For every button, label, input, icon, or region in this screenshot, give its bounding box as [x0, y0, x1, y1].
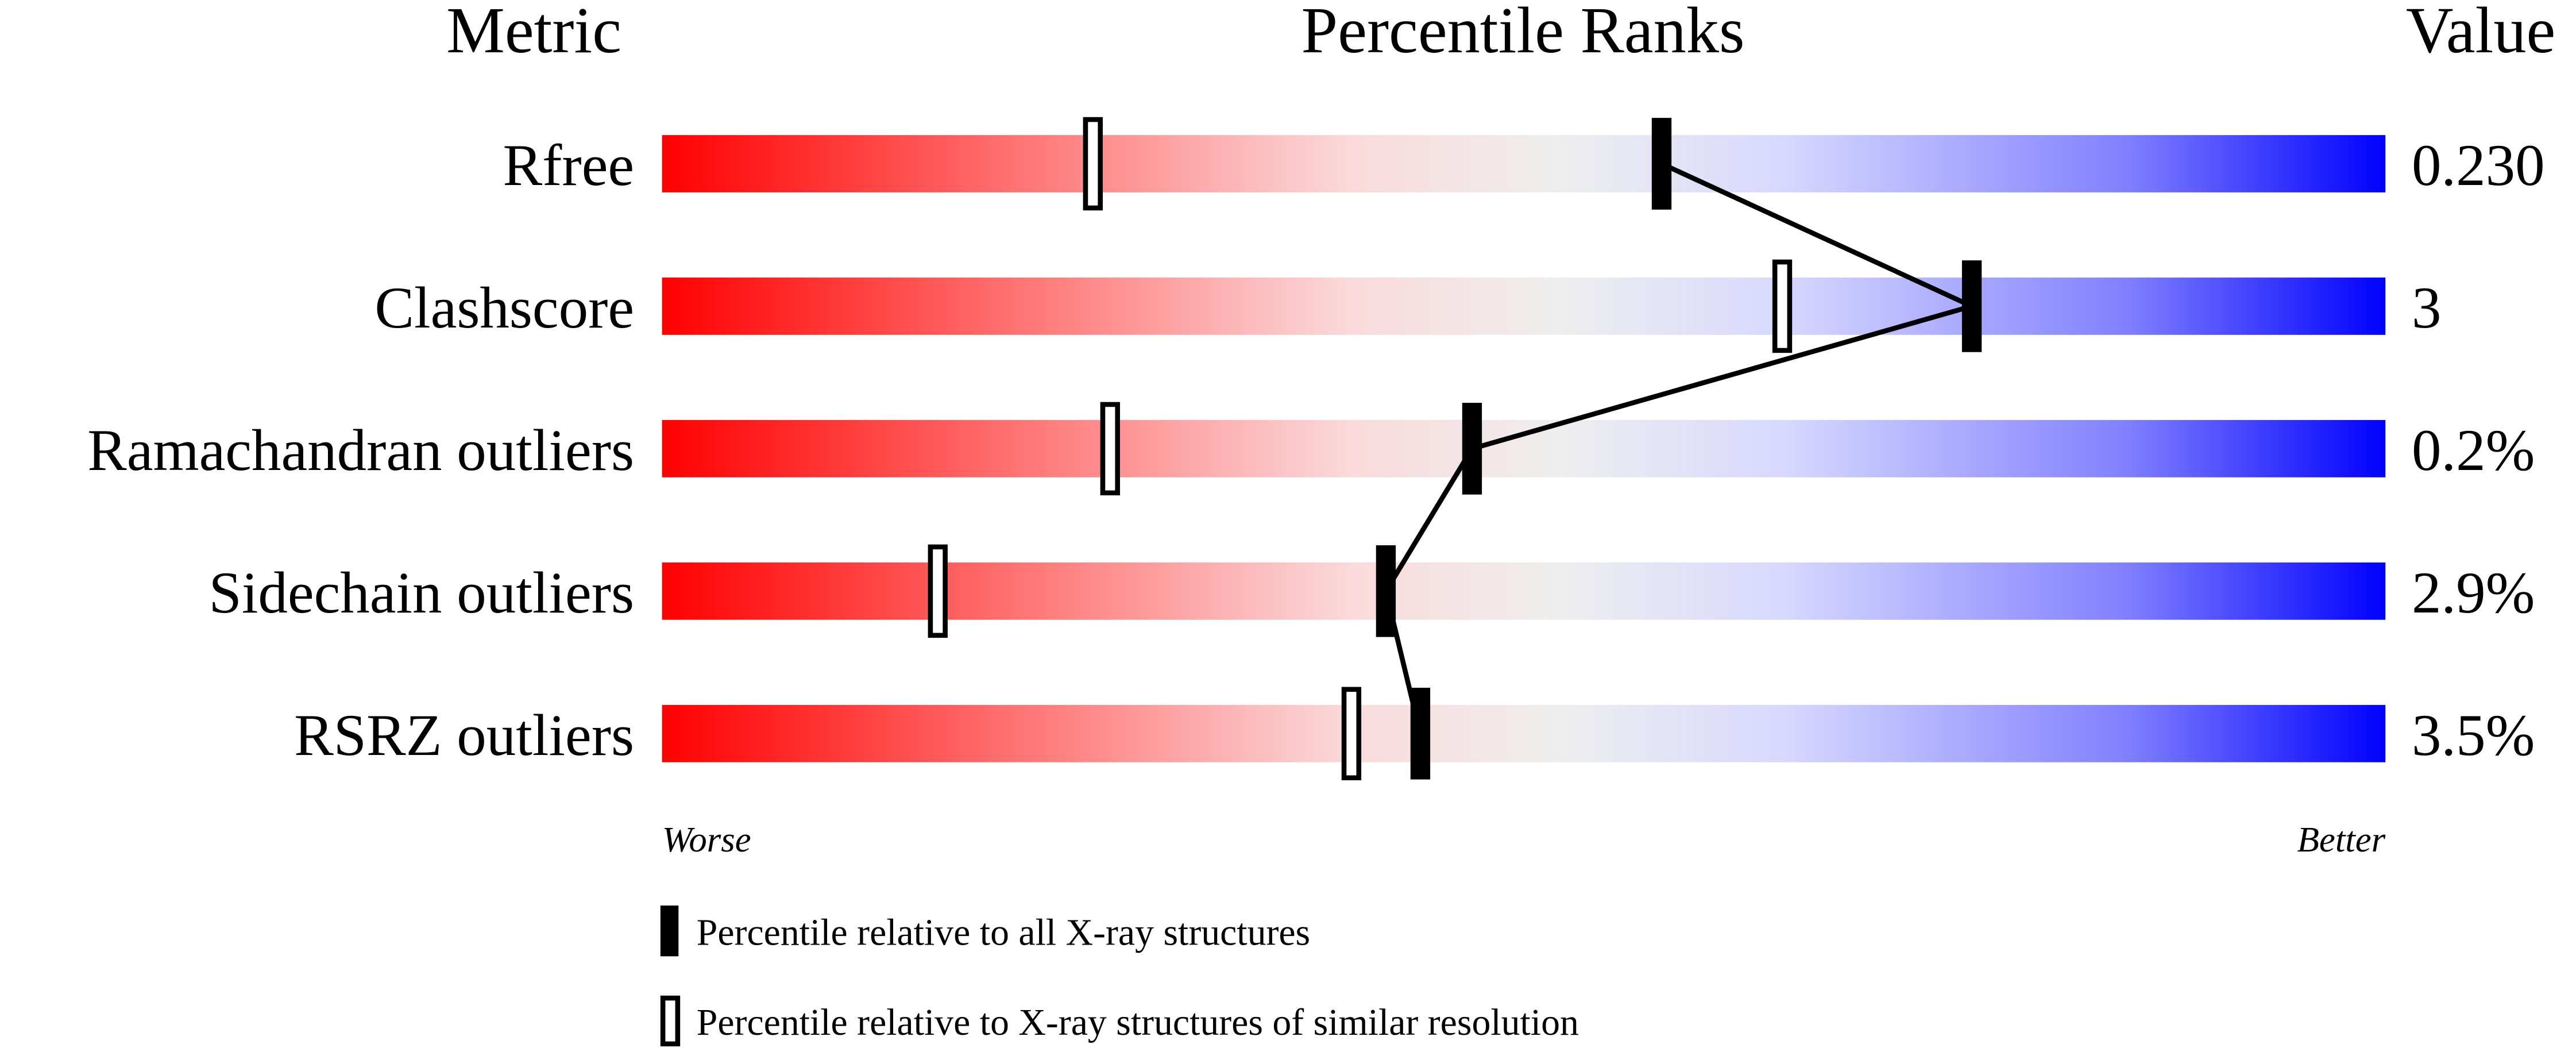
header-value: Value	[2406, 0, 2555, 67]
metric-value: 3.5%	[2412, 703, 2535, 768]
better-label: Better	[2297, 819, 2385, 860]
header-metric: Metric	[446, 0, 621, 67]
metric-value: 0.2%	[2412, 418, 2535, 483]
metric-value: 0.230	[2412, 133, 2545, 198]
all-structures-marker	[1961, 260, 1982, 352]
metric-value: 2.9%	[2412, 560, 2535, 626]
similar-resolution-marker	[1341, 687, 1362, 781]
percentile-bar	[662, 704, 2386, 762]
similar-resolution-marker	[928, 544, 948, 638]
percentile-bar	[662, 278, 2386, 335]
legend-all-label: Percentile relative to all X-ray structu…	[697, 912, 1310, 954]
percentile-bar	[662, 562, 2386, 620]
metric-label: RSRZ outliers	[294, 703, 634, 768]
metric-label: Sidechain outliers	[209, 560, 635, 626]
metric-label: Ramachandran outliers	[87, 418, 634, 483]
metric-label: Clashscore	[374, 275, 634, 341]
similar-resolution-marker	[1772, 259, 1793, 353]
all-structures-marker	[1376, 545, 1396, 637]
similar-resolution-marker	[1083, 117, 1103, 211]
percentile-bar	[662, 420, 2386, 477]
all-structures-marker	[1462, 403, 1482, 495]
legend-all-marker	[660, 906, 679, 957]
all-structures-marker	[1651, 118, 1672, 210]
worse-label: Worse	[662, 819, 751, 860]
header-percentile-ranks: Percentile Ranks	[1301, 0, 1745, 67]
all-structures-marker	[1410, 688, 1431, 780]
similar-resolution-marker	[1100, 402, 1121, 496]
metric-label: Rfree	[503, 133, 634, 198]
legend-similar-marker	[660, 995, 681, 1047]
percentile-bar	[662, 135, 2386, 192]
metric-value: 3	[2412, 275, 2441, 341]
legend-similar-label: Percentile relative to X-ray structures …	[697, 1001, 1579, 1043]
